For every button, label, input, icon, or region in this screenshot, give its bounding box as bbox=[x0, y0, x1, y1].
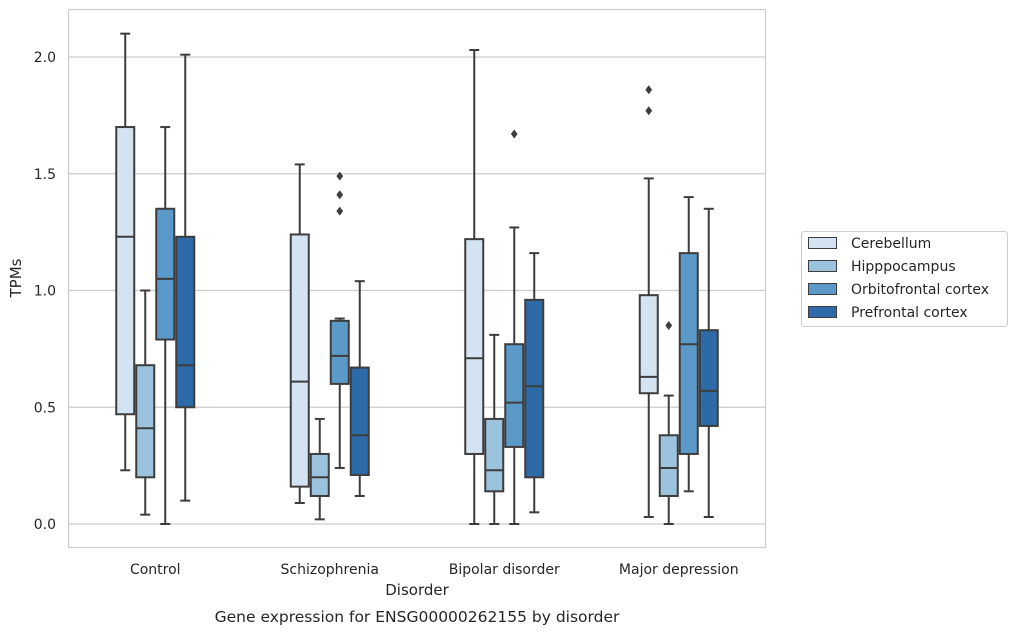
legend-label: Hipppocampus bbox=[851, 259, 956, 275]
legend-label: Orbitofrontal cortex bbox=[851, 282, 989, 298]
legend-label: Cerebellum bbox=[851, 236, 931, 252]
box bbox=[698, 329, 719, 427]
y-tick-label: 1.5 bbox=[34, 167, 56, 183]
legend-swatch bbox=[808, 260, 837, 272]
x-tick-label: Major depression bbox=[619, 562, 739, 578]
box bbox=[329, 319, 350, 385]
y-tick-label: 2.0 bbox=[34, 50, 56, 66]
chart-caption: Gene expression for ENSG00000262155 by d… bbox=[215, 608, 620, 626]
x-axis-title: Disorder bbox=[385, 581, 449, 599]
outlier-point bbox=[336, 171, 344, 181]
box-group bbox=[678, 196, 699, 493]
outlier-point bbox=[645, 106, 653, 116]
y-axis-title: TPMs bbox=[7, 258, 25, 298]
legend-swatch bbox=[808, 237, 837, 249]
plot-frame bbox=[67, 8, 767, 549]
box-plot-marks bbox=[115, 32, 719, 525]
box-group bbox=[698, 207, 719, 518]
box-group bbox=[484, 333, 505, 525]
box-group bbox=[135, 289, 156, 516]
box bbox=[678, 252, 699, 455]
x-tick-label: Schizophrenia bbox=[281, 562, 379, 578]
box-group bbox=[329, 171, 350, 469]
x-tick-label: Bipolar disorder bbox=[449, 562, 560, 578]
box-group bbox=[638, 85, 659, 518]
y-tick-label: 1.0 bbox=[34, 284, 56, 300]
outlier-point bbox=[665, 321, 673, 331]
box-group bbox=[658, 321, 679, 525]
legend-label: Prefrontal cortex bbox=[851, 305, 968, 321]
box bbox=[175, 235, 196, 409]
outlier-point bbox=[510, 129, 518, 139]
box-group bbox=[155, 126, 176, 525]
legend: Cerebellum Hipppocampus Orbitofrontal cort… bbox=[801, 231, 1008, 327]
box bbox=[349, 366, 370, 476]
box-group bbox=[309, 417, 330, 521]
x-tick-label: Control bbox=[130, 562, 181, 578]
legend-swatch bbox=[808, 283, 837, 295]
box bbox=[504, 343, 525, 448]
box bbox=[524, 298, 545, 479]
legend-swatch bbox=[808, 306, 837, 318]
y-tick-labels: 0.0 0.5 1.0 1.5 2.0 bbox=[34, 50, 56, 533]
box bbox=[289, 233, 310, 488]
y-tick-label: 0.5 bbox=[34, 400, 56, 416]
box bbox=[638, 294, 659, 395]
x-tick-labels: Control Schizophrenia Bipolar disorder Majo… bbox=[130, 562, 739, 578]
box-group bbox=[175, 53, 196, 502]
box-group bbox=[504, 129, 525, 525]
box bbox=[484, 417, 505, 493]
box-group bbox=[349, 280, 370, 497]
box bbox=[464, 238, 485, 455]
box bbox=[115, 126, 136, 416]
legend-frame bbox=[801, 231, 1008, 327]
outlier-point bbox=[645, 85, 653, 95]
outlier-point bbox=[336, 206, 344, 216]
y-tick-label: 0.0 bbox=[34, 517, 56, 533]
box bbox=[309, 452, 330, 497]
outlier-point bbox=[336, 190, 344, 200]
box bbox=[135, 364, 156, 479]
box-group bbox=[289, 163, 310, 504]
box-group bbox=[464, 48, 485, 525]
box bbox=[658, 434, 679, 497]
box-group bbox=[115, 32, 136, 472]
box-group bbox=[524, 252, 545, 514]
box bbox=[155, 207, 176, 341]
